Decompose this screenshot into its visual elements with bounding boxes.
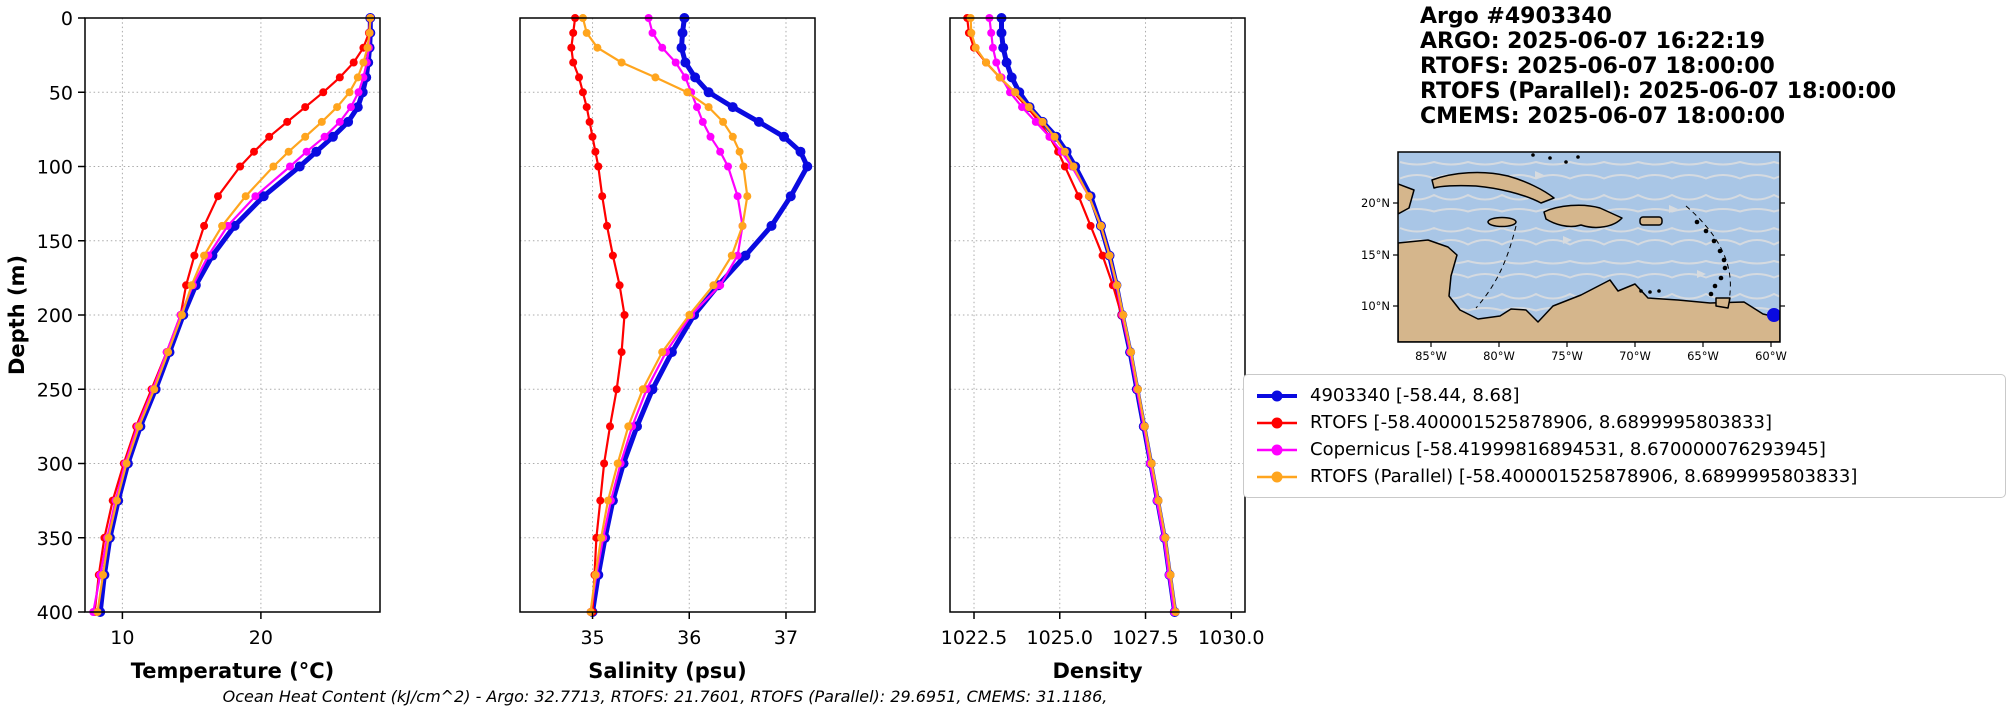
map-lon-label: 60°W [1755, 349, 1787, 363]
x-tick-label: 36 [677, 627, 701, 649]
y-tick-label: 50 [49, 82, 73, 104]
series-rtofs [567, 14, 629, 616]
landmass-trinidad [1715, 297, 1731, 309]
map-frame [1397, 151, 1781, 343]
series-rtofs-parallel [966, 14, 1180, 616]
series-4903340 [587, 13, 813, 617]
legend-marker [1257, 471, 1297, 482]
bahamas-island [1564, 160, 1568, 164]
landmass-yucatan [1398, 183, 1415, 215]
header-block: Argo #4903340 ARGO: 2025-06-07 16:22:19 … [1420, 4, 1896, 129]
float-position-marker [1767, 308, 1780, 322]
y-axis-label: Depth (m) [5, 255, 29, 375]
abc-island [1648, 290, 1652, 294]
lesser-antilles-island [1694, 219, 1700, 225]
lesser-antilles-island [1718, 275, 1724, 281]
landmass-hispaniola [1543, 204, 1623, 229]
map-lon-label: 70°W [1619, 349, 1651, 363]
x-tick-label: 35 [580, 627, 604, 649]
lesser-antilles-island [1712, 283, 1718, 289]
legend-item-rtofs-parallel: RTOFS (Parallel) [-58.400001525878906, 8… [1254, 464, 1995, 489]
y-tick-label: 300 [37, 454, 73, 476]
legend-label: 4903340 [-58.44, 8.68] [1310, 385, 1520, 406]
lesser-antilles-island [1722, 265, 1728, 271]
legend-item-4903340: 4903340 [-58.44, 8.68] [1254, 383, 1995, 408]
abc-island [1657, 289, 1661, 293]
legend-label: Copernicus [-58.41999816894531, 8.670000… [1310, 439, 1826, 460]
map-lat-label: 20°N [1361, 196, 1390, 210]
lesser-antilles-island [1708, 291, 1714, 297]
legend-item-rtofs: RTOFS [-58.400001525878906, 8.6899995803… [1254, 410, 1995, 435]
header-argo-time: ARGO: 2025-06-07 16:22:19 [1420, 29, 1766, 54]
maritime-boundary [1475, 225, 1517, 309]
lesser-antilles-island [1703, 228, 1709, 234]
legend-label: RTOFS (Parallel) [-58.400001525878906, 8… [1310, 466, 1858, 487]
map-lat-label: 15°N [1361, 248, 1390, 262]
x-tick-label: 10 [110, 627, 134, 649]
legend-marker [1257, 417, 1297, 428]
legend-marker [1257, 390, 1297, 401]
abc-island [1639, 289, 1643, 293]
ohc-footer: Ocean Heat Content (kJ/cm^2) - Argo: 32.… [222, 687, 1108, 706]
map-lat-label: 10°N [1361, 299, 1390, 313]
landmass-cuba [1431, 171, 1555, 204]
lesser-antilles-island [1717, 248, 1723, 254]
salinity-plot: 35 36 37 Salinity (psu) [519, 13, 816, 683]
map-lon-label: 75°W [1551, 349, 1583, 363]
x-tick-label: 1030.0 [1198, 627, 1264, 649]
legend: 4903340 [-58.44, 8.68] RTOFS [-58.4000015… [1243, 374, 2006, 498]
y-tick-label: 250 [37, 379, 73, 401]
x-tick-label: 1022.5 [941, 627, 1007, 649]
map-lon-label: 85°W [1415, 349, 1447, 363]
series-copernicus [586, 14, 747, 616]
location-map: 85°W 80°W 75°W 70°W 65°W 60°W 20°N 15°N 10°N [1361, 151, 1787, 363]
y-tick-label: 350 [37, 528, 73, 550]
landmass-puerto-rico [1639, 216, 1663, 226]
map-lon-label: 65°W [1687, 349, 1719, 363]
bahamas-island [1531, 153, 1535, 157]
y-tick-label: 200 [37, 305, 73, 327]
y-tick-label: 100 [37, 157, 73, 179]
x-axis-label: Density [1052, 659, 1142, 683]
y-tick-label: 0 [61, 8, 73, 30]
lesser-antilles-island [1721, 257, 1727, 263]
map-lon-label: 80°W [1483, 349, 1515, 363]
x-tick-label: 37 [774, 627, 798, 649]
legend-item-copernicus: Copernicus [-58.41999816894531, 8.670000… [1254, 437, 1995, 462]
x-tick-label: 1027.5 [1112, 627, 1178, 649]
landmasses [1398, 153, 1780, 342]
header-cmems-time: CMEMS: 2025-06-07 18:00:00 [1420, 104, 1786, 129]
lesser-antilles-island [1711, 238, 1717, 244]
landmass-central-south-america [1398, 239, 1780, 342]
y-tick-label: 400 [37, 602, 73, 624]
landmass-jamaica [1487, 216, 1517, 228]
legend-marker [1257, 444, 1297, 455]
y-tick-label: 150 [37, 231, 73, 253]
header-title: Argo #4903340 [1420, 4, 1612, 29]
header-rtofs-parallel-time: RTOFS (Parallel): 2025-06-07 18:00:00 [1420, 79, 1897, 104]
density-plot: 1022.5 1025.0 1027.5 1030.0 Density [941, 13, 1265, 683]
x-axis-label: Salinity (psu) [588, 659, 747, 683]
x-axis-label: Temperature (°C) [131, 659, 334, 683]
bahamas-island [1576, 155, 1580, 159]
map-area [1398, 152, 1780, 342]
bahamas-island [1548, 156, 1552, 160]
legend-label: RTOFS [-58.400001525878906, 8.6899995803… [1310, 412, 1772, 433]
maritime-boundary [1685, 205, 1731, 301]
x-tick-label: 20 [249, 627, 273, 649]
header-rtofs-time: RTOFS: 2025-06-07 18:00:00 [1420, 54, 1775, 79]
x-tick-label: 1025.0 [1027, 627, 1093, 649]
series-rtofs-parallel [93, 14, 375, 616]
